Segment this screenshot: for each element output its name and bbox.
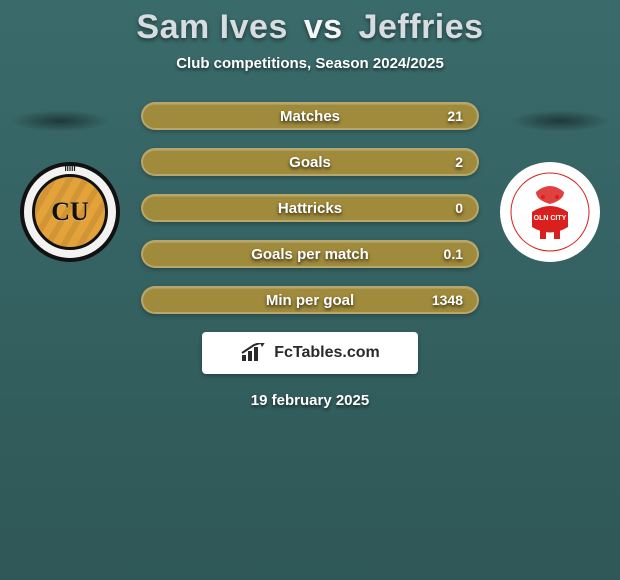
crest-right-text: OLN CITY bbox=[534, 215, 567, 222]
crest-right-icon: OLN CITY bbox=[510, 172, 590, 252]
subtitle: Club competitions, Season 2024/2025 bbox=[0, 55, 620, 72]
stat-value: 0 bbox=[455, 196, 463, 220]
player1-name: Sam Ives bbox=[136, 8, 287, 46]
player2-name: Jeffries bbox=[359, 8, 484, 46]
crest-left-letters: CU bbox=[51, 197, 89, 227]
stat-bar: Goals per match0.1 bbox=[141, 240, 479, 268]
crest-left-top: IIIII bbox=[24, 164, 116, 173]
stat-label: Goals bbox=[143, 150, 477, 174]
date-label: 19 february 2025 bbox=[0, 392, 620, 409]
stat-label: Goals per match bbox=[143, 242, 477, 266]
chart-icon bbox=[240, 343, 268, 363]
stat-bar: Hattricks0 bbox=[141, 194, 479, 222]
brand-badge[interactable]: FcTables.com bbox=[202, 332, 418, 374]
shadow-ellipse-right bbox=[510, 110, 610, 132]
shadow-ellipse-left bbox=[10, 110, 110, 132]
stat-label: Matches bbox=[143, 104, 477, 128]
brand-text: FcTables.com bbox=[274, 344, 380, 362]
comparison-title: Sam Ives vs Jeffries bbox=[0, 8, 620, 47]
stat-label: Min per goal bbox=[143, 288, 477, 312]
club-crest-left: IIIII CU bbox=[18, 160, 122, 264]
stat-bar: Min per goal1348 bbox=[141, 286, 479, 314]
club-crest-right: OLN CITY bbox=[498, 160, 602, 264]
stat-value: 21 bbox=[447, 104, 463, 128]
stat-value: 1348 bbox=[432, 288, 463, 312]
stat-bar: Matches21 bbox=[141, 102, 479, 130]
stat-label: Hattricks bbox=[143, 196, 477, 220]
stat-value: 0.1 bbox=[444, 242, 463, 266]
stat-bars: Matches21 Goals2 Hattricks0 Goals per match… bbox=[141, 102, 479, 314]
stat-bar: Goals2 bbox=[141, 148, 479, 176]
vs-separator: vs bbox=[304, 8, 343, 46]
stats-panel: IIIII CU OLN CITY Matches bbox=[0, 102, 620, 409]
stat-value: 2 bbox=[455, 150, 463, 174]
